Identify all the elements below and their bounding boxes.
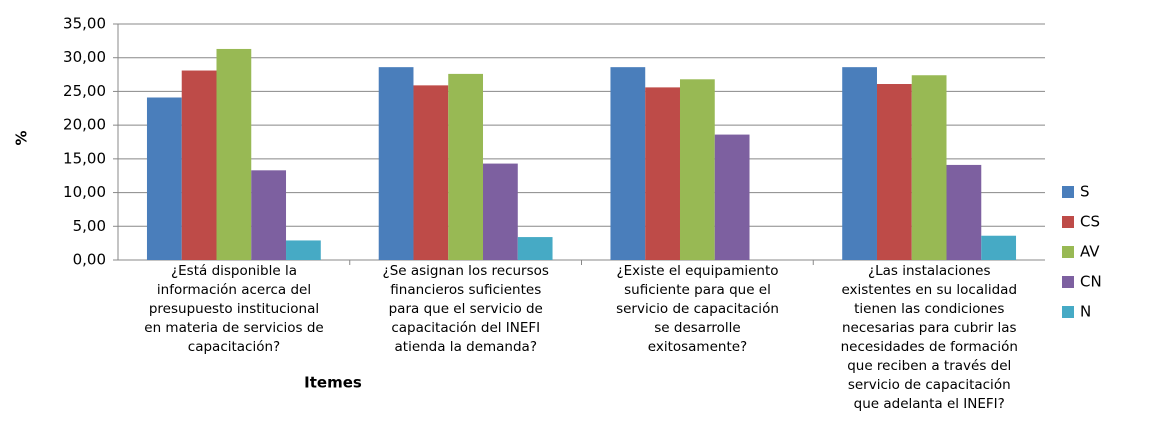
y-tick-label: 20,00 <box>63 116 106 134</box>
x-axis-label: Itemes <box>304 374 362 392</box>
bar <box>146 97 182 260</box>
bar <box>517 237 553 260</box>
y-tick-label: 30,00 <box>63 48 106 66</box>
bar <box>679 79 715 260</box>
bar <box>981 235 1017 260</box>
y-axis-label: % <box>13 130 31 145</box>
bar <box>216 48 252 260</box>
bar <box>946 164 982 260</box>
legend-swatch <box>1062 306 1074 318</box>
legend-swatch <box>1062 186 1074 198</box>
bar <box>286 240 321 260</box>
legend-label: CS <box>1080 213 1100 231</box>
x-tick-label: ¿Está disponible la información acerca d… <box>144 263 324 355</box>
legend-swatch <box>1062 276 1074 288</box>
bar <box>911 75 947 260</box>
bar <box>876 84 912 260</box>
bar <box>645 87 680 260</box>
x-tick-label: ¿Se asignan los recursos financieros suf… <box>382 263 549 355</box>
y-tick-label: 10,00 <box>63 183 106 201</box>
bar <box>448 73 484 260</box>
bar <box>181 70 217 260</box>
x-tick-label: ¿Existe el equipamiento suficiente para … <box>616 263 779 355</box>
bar <box>842 67 877 260</box>
y-tick-label: 5,00 <box>73 217 106 235</box>
y-tick-label: 0,00 <box>73 251 106 269</box>
legend-swatch <box>1062 216 1074 228</box>
y-tick-label: 35,00 <box>63 15 106 33</box>
legend-label: N <box>1080 303 1091 321</box>
legend-label: AV <box>1080 243 1100 261</box>
x-tick-label: ¿Las instalaciones existentes en su loca… <box>840 263 1018 412</box>
bar <box>251 170 287 260</box>
bar <box>413 85 449 260</box>
legend-swatch <box>1062 246 1074 258</box>
legend-label: CN <box>1080 273 1102 291</box>
bar <box>483 163 518 260</box>
y-tick-label: 15,00 <box>63 149 106 167</box>
bar <box>714 134 750 260</box>
bar <box>378 67 414 260</box>
bar <box>610 67 646 260</box>
legend-label: S <box>1080 183 1090 201</box>
y-tick-label: 25,00 <box>63 82 106 100</box>
